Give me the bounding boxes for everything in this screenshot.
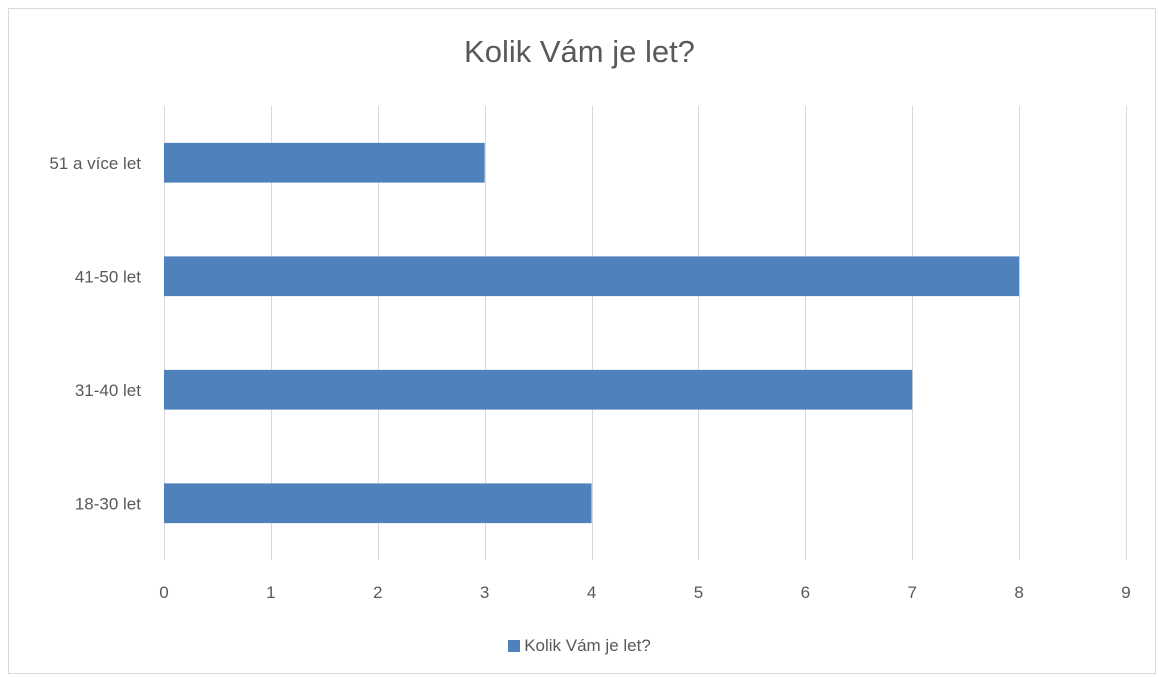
x-tick-label: 1 (266, 583, 275, 602)
chart-title: Kolik Vám je let? (464, 34, 695, 69)
y-category-label: 18-30 let (75, 494, 141, 513)
x-tick-label: 5 (694, 583, 703, 602)
legend: Kolik Vám je let? (0, 636, 1159, 656)
legend-swatch (508, 640, 521, 652)
bar (164, 369, 913, 410)
y-category-label: 41-50 let (75, 267, 141, 286)
bar (164, 142, 485, 183)
x-tick-label: 4 (587, 583, 596, 602)
x-tick-label: 0 (159, 583, 168, 602)
x-tick-label: 3 (480, 583, 489, 602)
y-category-label: 31-40 let (75, 381, 141, 400)
x-tick-label: 2 (373, 583, 382, 602)
chart-frame (8, 8, 1156, 674)
x-tick-label: 6 (801, 583, 810, 602)
x-tick-label: 9 (1121, 583, 1130, 602)
bar (164, 483, 592, 524)
x-tick-label: 7 (907, 583, 916, 602)
legend-label: Kolik Vám je let? (524, 636, 651, 655)
x-tick-label: 8 (1014, 583, 1023, 602)
bar (164, 256, 1020, 297)
y-category-label: 51 a více let (49, 154, 141, 173)
